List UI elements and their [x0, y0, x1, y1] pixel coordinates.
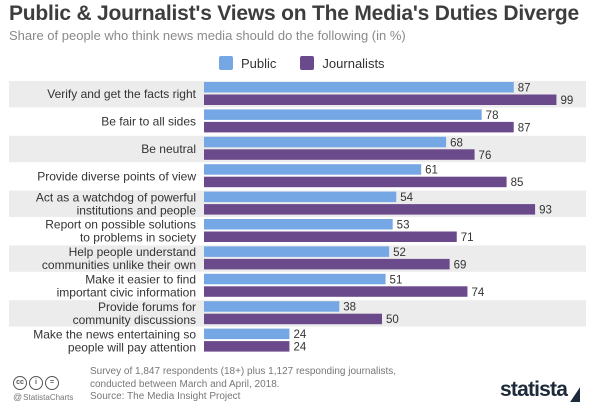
category-label: Be neutral	[141, 142, 196, 156]
chart-title: Public & Journalist's Views on The Media…	[9, 2, 580, 25]
social-handle: @ StatistaCharts	[13, 392, 73, 402]
data-label-public: 51	[390, 274, 403, 286]
bar-public	[204, 246, 390, 257]
bar-public	[204, 136, 447, 148]
bar-public	[204, 191, 397, 203]
category-label: Verify and get the facts right	[47, 87, 196, 101]
data-label-journalists: 85	[511, 177, 524, 189]
data-label-journalists: 76	[479, 150, 492, 162]
bar-public	[204, 219, 393, 230]
data-label-journalists: 87	[518, 122, 531, 134]
bar-journalists	[204, 204, 536, 215]
data-label-public: 24	[293, 329, 306, 341]
category-label: Make the news entertaining so	[33, 327, 196, 341]
bar-journalists	[204, 341, 290, 352]
data-label-public: 38	[343, 302, 356, 314]
data-label-public: 68	[450, 137, 463, 149]
bar-journalists	[204, 176, 507, 188]
handle-text: StatistaCharts	[23, 392, 74, 402]
legend-label-journalists: Journalists	[322, 55, 385, 71]
category-label: people will pay attention	[68, 340, 196, 354]
bar-public	[204, 82, 514, 93]
category-label: Act as a watchdog of powerful	[36, 190, 196, 204]
bar-journalists	[204, 94, 557, 105]
category-label: to problems in society	[80, 231, 196, 245]
attribution-icon: i	[29, 376, 43, 390]
bar-public	[204, 164, 422, 175]
no-derivatives-icon: =	[45, 376, 59, 390]
statista-logo: statista	[500, 378, 581, 402]
license-icons: cc i =	[13, 376, 61, 390]
data-label-public: 52	[393, 247, 406, 259]
category-label: Provide diverse points of view	[37, 169, 196, 183]
source-line-2: conducted between March and April, 2018.	[90, 378, 280, 390]
data-label-public: 61	[425, 165, 438, 177]
data-label-journalists: 99	[560, 95, 573, 107]
category-label: community discussions	[73, 313, 196, 327]
data-label-journalists: 93	[539, 205, 552, 217]
category-label: communities unlike their own	[42, 258, 196, 272]
bar-journalists	[204, 286, 468, 297]
data-label-public: 53	[397, 220, 410, 232]
bar-journalists	[204, 313, 382, 325]
bar-public	[204, 273, 386, 285]
logo-mark-icon	[570, 387, 581, 402]
category-label: Make it easier to find	[85, 273, 196, 287]
data-label-journalists: 69	[454, 259, 467, 271]
data-label-journalists: 50	[386, 314, 399, 326]
source-line-1: Survey of 1,847 respondents (18+) plus 1…	[90, 366, 397, 377]
bar-public	[204, 328, 290, 340]
bar-journalists	[204, 231, 457, 242]
legend-label-public: Public	[241, 55, 277, 71]
bar-public	[204, 109, 482, 120]
source-line-3: Source: The Media Insight Project	[90, 391, 241, 402]
data-label-public: 87	[518, 83, 531, 95]
data-label-public: 54	[400, 192, 413, 204]
legend-item-public: Public	[219, 56, 276, 71]
data-label-journalists: 74	[471, 287, 484, 299]
source-note: Survey of 1,847 respondents (18+) plus 1…	[90, 366, 450, 404]
bar-journalists	[204, 149, 475, 160]
category-label: important civic information	[57, 286, 196, 300]
category-label: Be fair to all sides	[101, 115, 196, 129]
category-label: Report on possible solutions	[45, 218, 196, 232]
category-label: institutions and people	[77, 203, 197, 217]
legend: Public Journalists	[219, 54, 409, 72]
category-label: Help people understand	[69, 245, 196, 259]
legend-swatch-public	[219, 56, 233, 70]
legend-item-journalists: Journalists	[300, 55, 385, 71]
logo-text: statista	[500, 378, 568, 401]
bar-journalists	[204, 258, 450, 270]
data-label-journalists: 71	[461, 232, 474, 244]
chart-subtitle: Share of people who think news media sho…	[9, 28, 406, 43]
cc-icon: cc	[13, 376, 27, 390]
bar-chart: Verify and get the facts right Be fair to…	[9, 81, 586, 354]
at-icon: @	[13, 392, 23, 402]
legend-swatch-journalists	[300, 56, 315, 70]
bar-public	[204, 301, 340, 312]
category-label: Provide forums for	[98, 300, 196, 314]
data-label-public: 78	[486, 110, 499, 122]
data-label-journalists: 24	[293, 342, 306, 354]
bar-journalists	[204, 121, 514, 133]
